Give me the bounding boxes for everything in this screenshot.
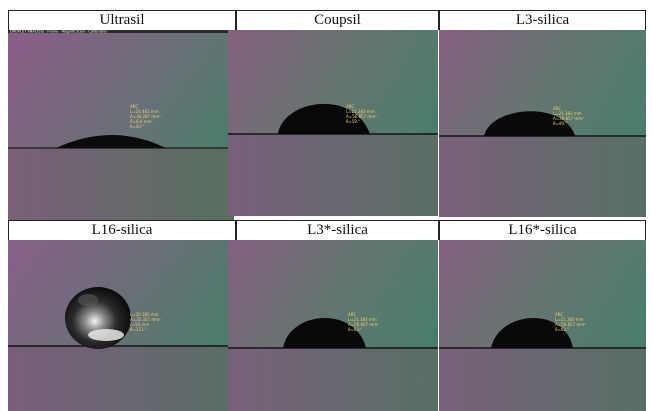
- panel-label-l16-silica: L16-silica: [8, 220, 236, 240]
- panel-label-ultrasil: Ultrasil: [8, 10, 236, 30]
- svg-text:R=6.6 mm: R=6.6 mm: [130, 119, 152, 124]
- svg-text:L=20.383 mm: L=20.383 mm: [130, 312, 159, 317]
- svg-text:ARC: ARC: [346, 104, 354, 109]
- svg-text:ARC: ARC: [130, 104, 138, 109]
- svg-text:θ=59.°: θ=59.°: [346, 119, 360, 124]
- panel-label-coupsil: Coupsil: [236, 10, 439, 30]
- photo-ultrasil: DROPLET ANALYSIS · Frame · Magnification…: [8, 30, 234, 220]
- photo-l3star-silica: ARC L=21.383 mm A=56.857 mm² θ=63.°: [228, 240, 438, 411]
- svg-text:L=21.383 mm: L=21.383 mm: [346, 109, 375, 114]
- panel-label-l3star-silica: L3*-silica: [236, 220, 439, 240]
- svg-text:θ=49.°: θ=49.°: [553, 121, 567, 126]
- svg-text:L=21.383 mm: L=21.383 mm: [348, 317, 377, 322]
- svg-text:A=35.357 mm²: A=35.357 mm²: [130, 317, 161, 322]
- svg-text:A=36.857 mm²: A=36.857 mm²: [553, 116, 584, 121]
- svg-text:L=21.383 mm: L=21.383 mm: [555, 317, 584, 322]
- photo-coupsil: ARC L=21.383 mm A=56.857 mm² θ=59.°: [228, 30, 438, 216]
- svg-text:L=21.383 mm: L=21.383 mm: [553, 111, 582, 116]
- svg-text:ARC: ARC: [348, 312, 356, 317]
- panel-label-l16star-silica: L16*-silica: [439, 220, 646, 240]
- svg-text:A=56.857 mm²: A=56.857 mm²: [348, 322, 379, 327]
- svg-text:A=56.857 mm²: A=56.857 mm²: [346, 114, 377, 119]
- panel-label-l3-silica: L3-silica: [439, 10, 646, 30]
- svg-text:θ=62.°: θ=62.°: [555, 327, 569, 332]
- svg-text:ARC: ARC: [555, 312, 563, 317]
- svg-text:A=56.857 mm²: A=56.857 mm²: [555, 322, 586, 327]
- contact-angle-grid: Ultrasil Coupsil L3-silica DROPLET ANALY…: [8, 10, 646, 411]
- svg-text:ARC: ARC: [553, 106, 561, 111]
- photo-l3-silica: ARC L=21.383 mm A=36.857 mm² θ=49.°: [439, 30, 646, 217]
- svg-text:DROPLET ANALYSIS · Frame · Mag: DROPLET ANALYSIS · Frame · Magnification…: [10, 30, 107, 34]
- photo-l16star-silica: ARC L=21.383 mm A=56.857 mm² θ=62.°: [439, 240, 646, 411]
- svg-text:θ=63.°: θ=63.°: [348, 327, 362, 332]
- svg-text:r=50 mm: r=50 mm: [130, 322, 149, 327]
- svg-text:L=21.461 mm: L=21.461 mm: [130, 109, 159, 114]
- photo-l16-silica: L=20.383 mm A=35.357 mm² r=50 mm θ=121.°: [8, 240, 234, 411]
- svg-text:θ=121.°: θ=121.°: [130, 327, 147, 332]
- svg-text:A=36.287 mm²: A=36.287 mm²: [130, 114, 161, 119]
- svg-text:θ=30.°: θ=30.°: [130, 124, 144, 129]
